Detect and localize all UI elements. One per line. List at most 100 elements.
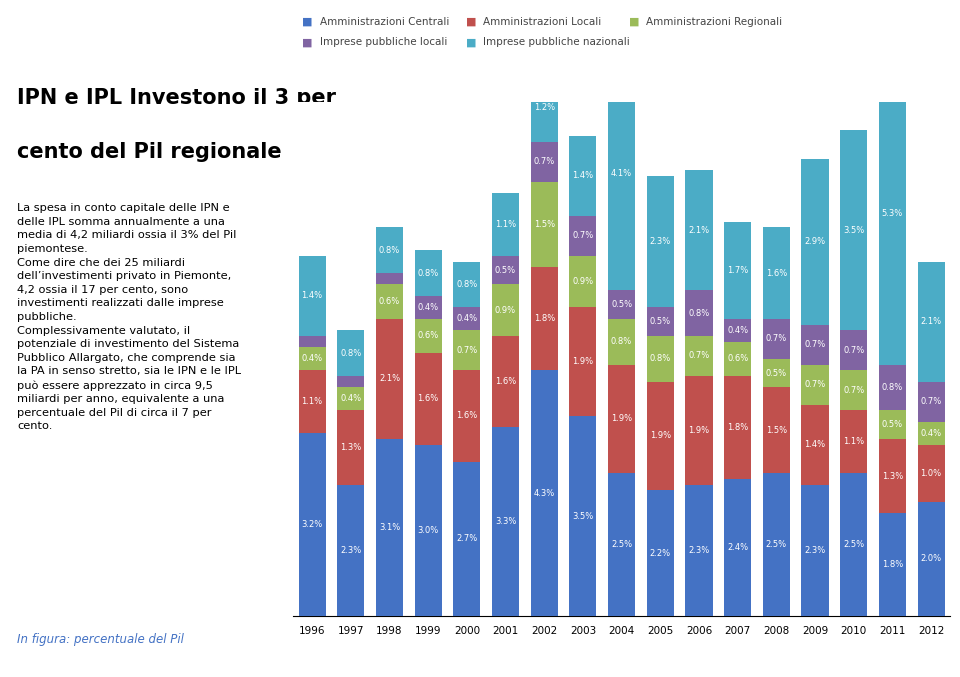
Text: 1.4%: 1.4% — [572, 171, 593, 180]
Bar — [531, 181, 558, 267]
Text: 3.3%: 3.3% — [494, 517, 516, 526]
Text: 2.4%: 2.4% — [727, 543, 748, 552]
Bar — [802, 405, 828, 485]
Bar — [453, 462, 480, 616]
Text: 4.1%: 4.1% — [611, 169, 633, 177]
Bar — [608, 290, 636, 319]
Text: 0.4%: 0.4% — [921, 429, 942, 437]
Bar — [376, 284, 403, 319]
Bar — [299, 256, 325, 336]
Bar — [918, 502, 945, 616]
Bar — [647, 307, 674, 336]
Bar — [918, 382, 945, 422]
Text: 0.5%: 0.5% — [882, 420, 903, 429]
Text: 2.9%: 2.9% — [804, 237, 826, 246]
Text: 0.4%: 0.4% — [301, 354, 323, 364]
Bar — [337, 387, 365, 410]
Text: 0.9%: 0.9% — [495, 306, 516, 315]
Bar — [531, 73, 558, 141]
Bar — [724, 319, 751, 342]
Bar — [802, 364, 828, 405]
Text: 1.7%: 1.7% — [727, 265, 748, 275]
Bar — [647, 490, 674, 616]
Text: 4.3%: 4.3% — [534, 489, 555, 498]
Text: ■: ■ — [466, 37, 476, 47]
Text: 0.7%: 0.7% — [843, 386, 864, 395]
Text: 0.4%: 0.4% — [456, 314, 477, 324]
Bar — [647, 336, 674, 382]
Bar — [376, 273, 403, 284]
Bar — [337, 410, 365, 485]
Bar — [337, 485, 365, 616]
Text: 1.0%: 1.0% — [921, 468, 942, 478]
Text: 2.0%: 2.0% — [921, 554, 942, 563]
Bar — [376, 319, 403, 439]
Text: 3.0%: 3.0% — [418, 526, 439, 535]
Text: Imprese pubbliche locali: Imprese pubbliche locali — [320, 37, 447, 47]
Text: 0.8%: 0.8% — [340, 349, 362, 357]
Text: 2.3%: 2.3% — [650, 237, 671, 246]
Text: 0.7%: 0.7% — [766, 334, 787, 343]
Text: 2.5%: 2.5% — [766, 540, 787, 549]
Bar — [802, 324, 828, 364]
Bar — [569, 216, 596, 256]
Text: 1.3%: 1.3% — [881, 471, 903, 481]
Text: 1.4%: 1.4% — [301, 291, 323, 301]
Text: 0.4%: 0.4% — [727, 326, 748, 334]
Text: 0.8%: 0.8% — [456, 280, 477, 289]
Text: ■: ■ — [302, 17, 313, 27]
Bar — [492, 336, 519, 427]
Bar — [685, 170, 712, 290]
Text: 2.3%: 2.3% — [340, 546, 362, 555]
Bar — [531, 141, 558, 181]
Bar — [453, 307, 480, 330]
Text: 0.9%: 0.9% — [572, 277, 593, 286]
Text: 0.5%: 0.5% — [650, 317, 671, 326]
Text: 0.4%: 0.4% — [340, 394, 361, 403]
Bar — [685, 336, 712, 376]
Bar — [608, 319, 636, 364]
Bar — [492, 256, 519, 284]
Bar — [878, 62, 906, 364]
Text: ■: ■ — [629, 17, 639, 27]
Text: 1.1%: 1.1% — [301, 397, 323, 406]
Text: 0.5%: 0.5% — [495, 265, 516, 275]
Text: 0.8%: 0.8% — [418, 269, 439, 278]
Bar — [724, 479, 751, 616]
Text: 1.8%: 1.8% — [727, 423, 748, 432]
Bar — [685, 290, 712, 336]
Text: 1.4%: 1.4% — [804, 440, 826, 449]
Bar — [531, 370, 558, 616]
Text: 0.7%: 0.7% — [534, 157, 555, 166]
Bar — [840, 330, 867, 370]
Bar — [918, 445, 945, 502]
Text: 1.8%: 1.8% — [534, 314, 555, 324]
Text: 0.6%: 0.6% — [379, 297, 400, 306]
Text: 0.8%: 0.8% — [881, 383, 903, 392]
Bar — [569, 256, 596, 307]
Bar — [453, 330, 480, 370]
Bar — [415, 445, 442, 616]
Text: 2.2%: 2.2% — [650, 548, 671, 558]
Text: 1.6%: 1.6% — [495, 377, 516, 386]
Text: 2.7%: 2.7% — [456, 534, 477, 544]
Bar — [724, 221, 751, 319]
Text: 1.6%: 1.6% — [418, 394, 439, 403]
Bar — [878, 439, 906, 513]
Bar — [918, 422, 945, 445]
Text: 0.6%: 0.6% — [727, 354, 748, 364]
Text: 5.3%: 5.3% — [881, 209, 903, 217]
Text: 0.8%: 0.8% — [379, 246, 400, 255]
Text: 3.1%: 3.1% — [379, 523, 400, 532]
Bar — [608, 56, 636, 290]
Bar — [415, 319, 442, 353]
Text: cento del Pil regionale: cento del Pil regionale — [17, 142, 281, 162]
Text: 1.3%: 1.3% — [340, 443, 362, 452]
Bar — [453, 370, 480, 462]
Text: 1.9%: 1.9% — [688, 426, 709, 435]
Bar — [878, 513, 906, 616]
Text: 1.1%: 1.1% — [843, 437, 864, 446]
Text: 1.5%: 1.5% — [766, 426, 787, 435]
Text: 0.7%: 0.7% — [921, 397, 942, 406]
Bar — [492, 193, 519, 256]
